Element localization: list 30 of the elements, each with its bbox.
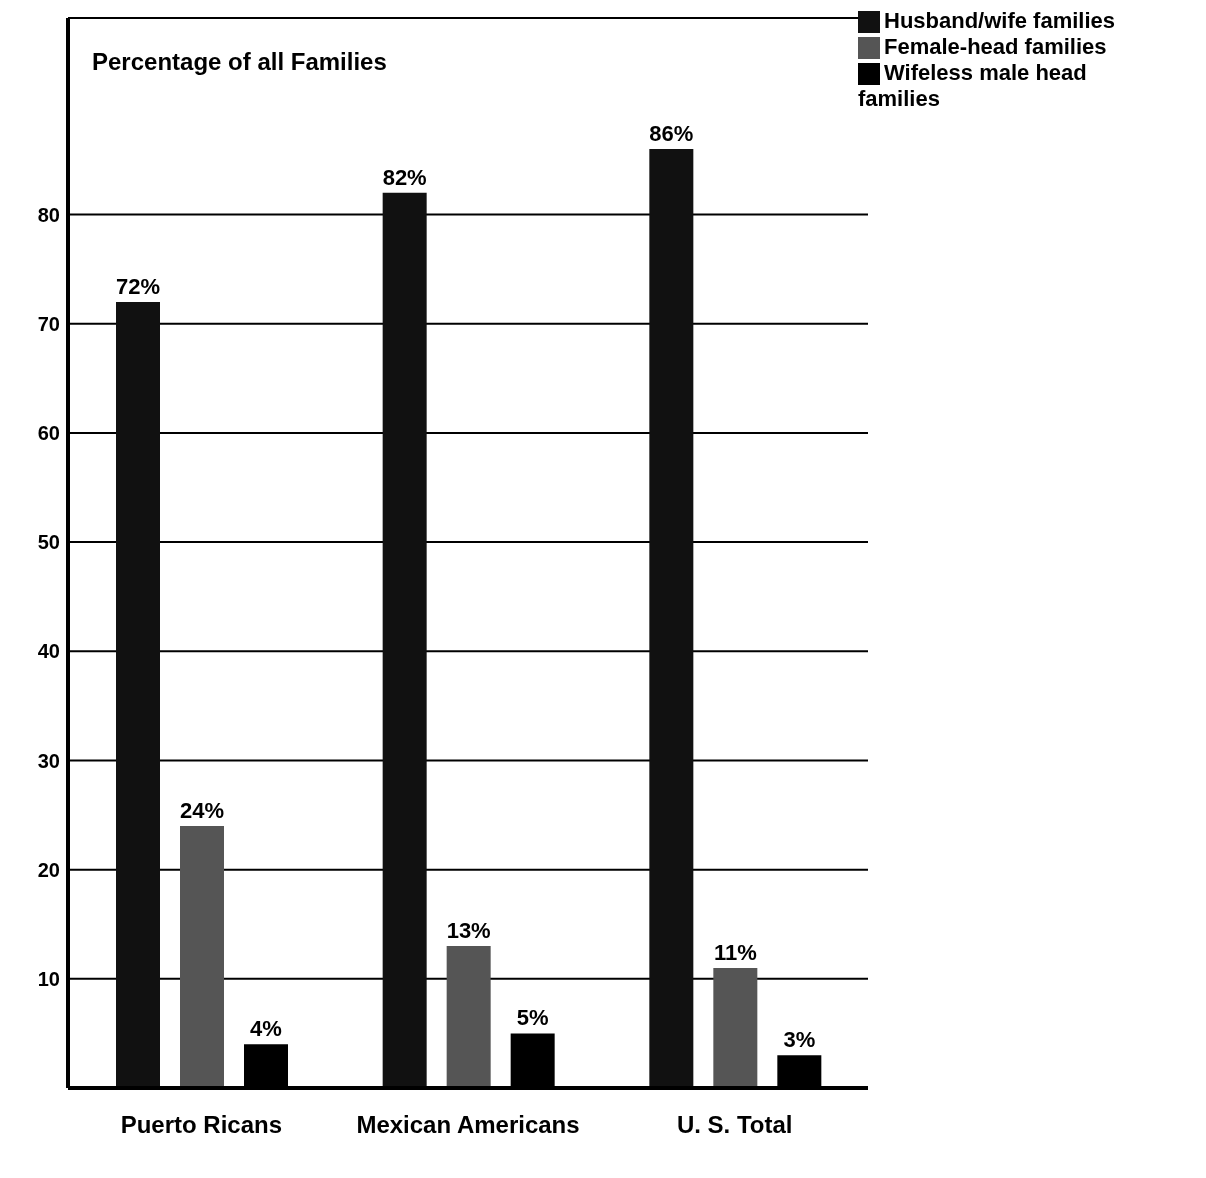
y-tick-label: 20 [37, 858, 60, 881]
y-tick-label: 10 [37, 967, 60, 990]
y-tick-label: 50 [37, 531, 60, 554]
data-label: 72% [115, 273, 161, 299]
legend-label: Husband/wife families [884, 8, 1116, 33]
x-tick-label: Puerto Ricans [120, 1111, 283, 1139]
bar [713, 967, 758, 1088]
legend-label: Female-head families [884, 34, 1107, 59]
data-label: 24% [179, 797, 225, 823]
y-tick-label: 80 [37, 203, 60, 226]
data-label: 82% [382, 164, 427, 190]
y-tick-label: 60 [37, 422, 60, 444]
y-tick-label: 30 [37, 749, 60, 772]
y-tick-label: 40 [37, 640, 60, 663]
y-axis-title: Percentage of all Families [88, 48, 391, 76]
data-label: 13% [446, 918, 491, 944]
data-label: 11% [713, 939, 757, 965]
bar [180, 825, 224, 1088]
x-tick-label: U. S. Total [676, 1111, 793, 1139]
bar [649, 149, 694, 1088]
bar [382, 192, 427, 1088]
bar [446, 946, 491, 1088]
data-label: 86% [649, 121, 694, 147]
y-tick-label: 70 [37, 312, 60, 335]
data-label: 5% [516, 1005, 549, 1031]
data-label: 4% [250, 1016, 282, 1042]
data-label: 3% [783, 1027, 816, 1053]
x-tick-label: Mexican Americans [356, 1111, 580, 1139]
bar [116, 301, 160, 1088]
legend-label: Wifeless male head families [858, 60, 1087, 111]
